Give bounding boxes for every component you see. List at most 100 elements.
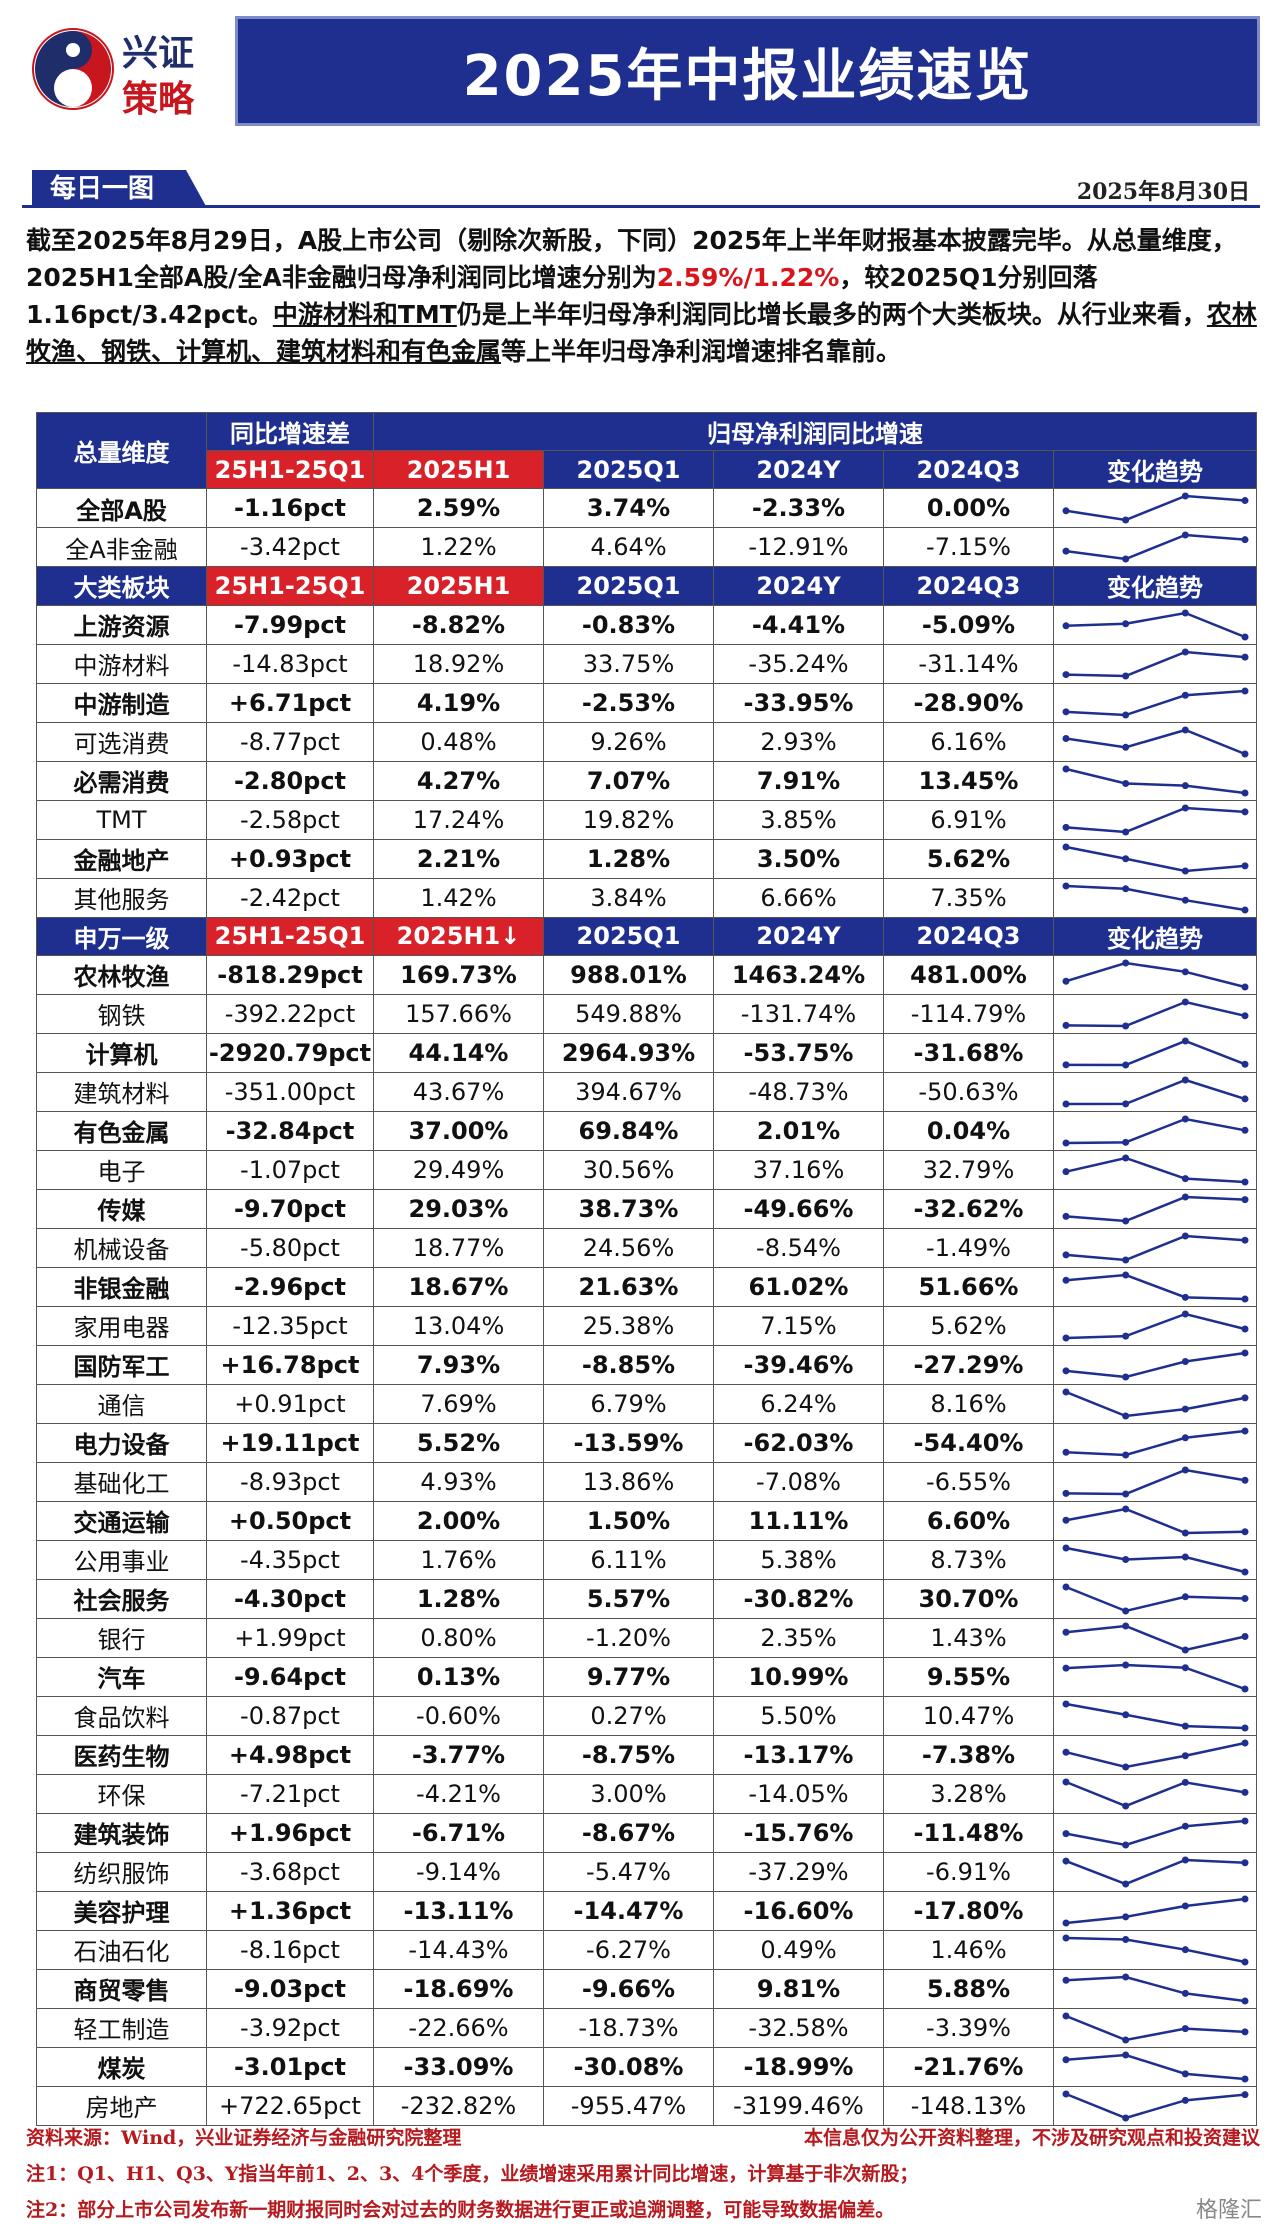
trend-point — [1062, 1251, 1070, 1259]
trend-point — [1062, 1976, 1070, 1984]
cell-2025h1: 43.67% — [373, 1071, 544, 1112]
trend-point — [1062, 1334, 1070, 1342]
cell-diff: -351.00pct — [206, 1071, 374, 1112]
cell-2024q3: 6.60% — [883, 1500, 1054, 1541]
trend-line — [1065, 1975, 1246, 2002]
trend-point — [1181, 1434, 1189, 1442]
cell-2025h1: 18.92% — [373, 643, 544, 684]
header-dimension: 总量维度 — [36, 411, 207, 490]
row-name: 医药生物 — [36, 1734, 207, 1775]
trend-point — [1062, 1857, 1070, 1865]
trend-point — [1122, 1412, 1130, 1420]
table-header-row-1: 总量维度 同比增速差 归母净利润同比增速 — [36, 411, 1258, 490]
trend-point — [1122, 1505, 1130, 1513]
cell-trend — [1052, 1578, 1258, 1619]
trend-sparkline — [1062, 492, 1249, 524]
cell-2024q3: -114.79% — [883, 993, 1054, 1034]
cell-trend — [1052, 1695, 1258, 1736]
trend-point — [1181, 609, 1189, 617]
trend-sparkline — [1062, 1388, 1249, 1420]
trend-point — [1181, 1553, 1189, 1561]
trend-sparkline — [1062, 2012, 1249, 2044]
cell-2024y: 3.50% — [713, 838, 884, 879]
table-row: 可选消费 -8.77pct 0.48% 9.26% 2.93% 6.16% — [36, 721, 1258, 762]
cell-2025q1: -13.59% — [543, 1422, 714, 1463]
table-row: 金融地产 +0.93pct 2.21% 1.28% 3.50% 5.62% — [36, 838, 1258, 879]
cell-2025h1: 0.13% — [373, 1656, 544, 1697]
trend-point — [1122, 1451, 1130, 1459]
trend-point — [1062, 1748, 1070, 1756]
trend-sparkline — [1062, 1856, 1249, 1888]
col-header: 变化趋势 — [1052, 916, 1258, 956]
trend-sparkline — [1062, 1973, 1249, 2005]
trend-point — [1241, 1568, 1249, 1576]
trend-point — [1122, 711, 1130, 719]
cell-2024y: 0.49% — [713, 1929, 884, 1970]
trend-point — [1122, 1913, 1130, 1921]
row-name: 公用事业 — [36, 1539, 207, 1580]
table-row: 传媒 -9.70pct 29.03% 38.73% -49.66% -32.62% — [36, 1188, 1258, 1229]
row-name: 中游材料 — [36, 643, 207, 684]
cell-2025h1: 157.66% — [373, 993, 544, 1034]
cell-2024q3: 0.04% — [883, 1110, 1054, 1151]
trend-point — [1122, 1022, 1130, 1030]
cell-2025q1: 3.84% — [543, 877, 714, 918]
table-row: 通信 +0.91pct 7.69% 6.79% 6.24% 8.16% — [36, 1383, 1258, 1424]
table-row: 房地产 +722.65pct -232.82% -955.47% -3199.46% -1… — [36, 2085, 1258, 2126]
trend-point — [1241, 653, 1249, 661]
table-row: 机械设备 -5.80pct 18.77% 24.56% -8.54% -1.49% — [36, 1227, 1258, 1268]
trend-point — [1062, 1388, 1070, 1396]
cell-2025q1: 5.57% — [543, 1578, 714, 1619]
publish-date: 2025年8月30日 — [1076, 179, 1250, 205]
trend-line — [1065, 1585, 1246, 1613]
trend-point — [1181, 1193, 1189, 1201]
row-name: 传媒 — [36, 1188, 207, 1229]
cell-2025q1: 9.77% — [543, 1656, 714, 1697]
section-title: 大类板块 — [36, 566, 207, 606]
trend-point — [1181, 1989, 1189, 1997]
row-name: 上游资源 — [36, 604, 207, 645]
table-row: 轻工制造 -3.92pct -22.66% -18.73% -32.58% -3.39% — [36, 2007, 1258, 2048]
trend-line — [1065, 1390, 1246, 1418]
trend-line — [1065, 1078, 1246, 1105]
trend-point — [1181, 1076, 1189, 1084]
col-header: 2024Q3 — [883, 450, 1054, 490]
trend-sparkline — [1062, 1037, 1249, 1069]
cell-2024q3: 13.45% — [883, 760, 1054, 801]
cell-trend — [1052, 1656, 1258, 1697]
trend-point — [1062, 1544, 1070, 1552]
intro-text-4: 等上半年归母净利润增速排名靠前。 — [501, 337, 902, 366]
header-diff: 同比增速差 — [206, 411, 374, 452]
trend-line — [1065, 1624, 1246, 1652]
row-name: 全A非金融 — [36, 527, 207, 568]
section-title: 申万一级 — [36, 916, 207, 956]
cell-2024q3: 30.70% — [883, 1578, 1054, 1619]
cell-2025q1: 30.56% — [543, 1149, 714, 1190]
trend-point — [1241, 1095, 1249, 1103]
row-name: 基础化工 — [36, 1461, 207, 1502]
trend-point — [1122, 1802, 1130, 1810]
row-name: TMT — [36, 799, 207, 840]
cell-2024q3: 5.88% — [883, 1968, 1054, 2009]
cell-2024q3: -31.14% — [883, 643, 1054, 684]
cell-2024y: 11.11% — [713, 1500, 884, 1541]
section-header-row: 大类板块 25H1-25Q1 2025H1 2025Q1 2024Y 2024Q3 变化趋势 — [36, 566, 1258, 606]
cell-2024y: 2.01% — [713, 1110, 884, 1151]
trend-point — [1241, 2028, 1249, 2036]
row-name: 电子 — [36, 1149, 207, 1190]
cell-2025h1: 1.42% — [373, 877, 544, 918]
cell-diff: -4.35pct — [206, 1539, 374, 1580]
cell-2024q3: -5.09% — [883, 604, 1054, 645]
cell-2024q3: -6.91% — [883, 1851, 1054, 1892]
col-header: 2025Q1 — [543, 916, 714, 956]
trend-point — [1122, 1935, 1130, 1943]
table-row: 有色金属 -32.84pct 37.00% 69.84% 2.01% 0.04% — [36, 1110, 1258, 1151]
row-name: 计算机 — [36, 1032, 207, 1073]
trend-line — [1065, 650, 1246, 677]
trend-point — [1122, 619, 1130, 627]
table-row: 钢铁 -392.22pct 157.66% 549.88% -131.74% -114.7… — [36, 993, 1258, 1034]
row-name: 社会服务 — [36, 1578, 207, 1619]
cell-diff: -2.58pct — [206, 799, 374, 840]
watermark: 格隆汇 — [1195, 2198, 1262, 2223]
cell-2025q1: -6.27% — [543, 1929, 714, 1970]
